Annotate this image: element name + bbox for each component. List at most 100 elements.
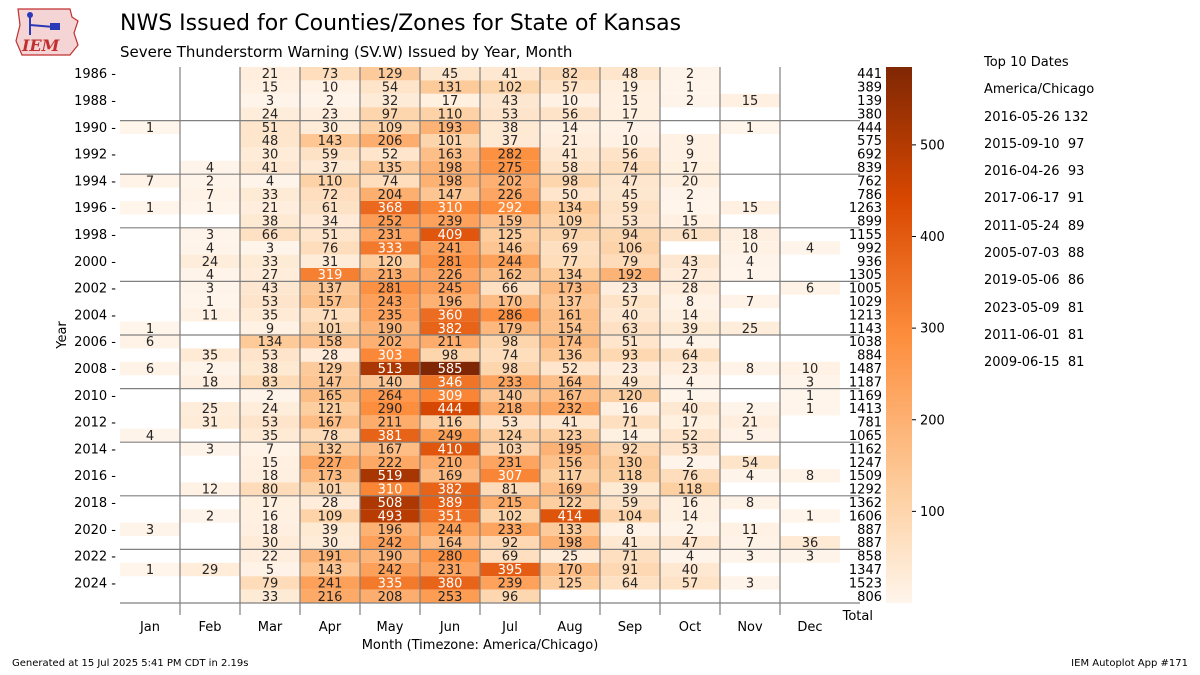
cell-value-label: 202 xyxy=(498,174,523,189)
cell-value-label: 97 xyxy=(382,107,399,122)
heatmap-cell xyxy=(120,335,180,349)
cell-value-label: 1 xyxy=(146,322,154,337)
cell-value-label: 92 xyxy=(622,442,639,457)
cell-value-label: 23 xyxy=(622,282,639,297)
heatmap-cell xyxy=(360,536,420,550)
cell-value-label: 4 xyxy=(686,550,694,565)
cell-value-label: 103 xyxy=(498,442,523,457)
heatmap-cell xyxy=(480,241,540,255)
row-total-label: 1523 xyxy=(849,576,882,591)
heatmap-cell xyxy=(660,201,720,215)
heatmap-cell xyxy=(540,442,600,456)
heatmap-cell xyxy=(180,160,240,175)
heatmap-cell xyxy=(540,134,600,148)
cell-value-label: 5 xyxy=(746,429,754,444)
cell-value-label: 11 xyxy=(742,523,759,538)
heatmap-cell xyxy=(540,348,600,362)
heatmap-cell xyxy=(660,428,720,443)
heatmap-cell xyxy=(600,402,660,416)
heatmap-cell xyxy=(360,388,420,402)
cell-value-label: 47 xyxy=(622,174,639,189)
row-total-label: 1143 xyxy=(849,322,882,337)
heatmap-cell xyxy=(480,214,540,228)
cell-value-label: 69 xyxy=(502,550,519,565)
cell-value-label: 2 xyxy=(206,362,214,377)
heatmap-cell xyxy=(720,227,780,242)
heatmap-cell xyxy=(780,549,840,563)
cell-value-label: 19 xyxy=(622,81,639,96)
cell-value-label: 106 xyxy=(618,241,643,256)
cell-value-label: 1 xyxy=(146,563,154,578)
cell-value-label: 281 xyxy=(438,255,463,270)
cell-value-label: 2 xyxy=(266,389,274,404)
cell-value-label: 102 xyxy=(498,509,523,524)
cell-value-label: 173 xyxy=(558,282,583,297)
cell-value-label: 51 xyxy=(262,121,279,136)
heatmap-cell xyxy=(660,469,720,483)
heatmap-cell xyxy=(360,428,420,443)
heatmap-cell xyxy=(240,455,300,469)
heatmap-cell xyxy=(660,134,720,148)
heatmap-cell xyxy=(240,495,300,510)
y-tick-label: 2014 - xyxy=(74,442,116,457)
cell-value-label: 110 xyxy=(318,174,343,189)
y-tick-label: 1986 - xyxy=(74,67,116,82)
cell-value-label: 368 xyxy=(378,201,403,216)
cell-value-label: 21 xyxy=(562,134,579,149)
cell-value-label: 235 xyxy=(378,308,403,323)
heatmap-cell xyxy=(600,214,660,228)
heatmap-cell xyxy=(660,80,720,94)
cell-value-label: 37 xyxy=(502,134,519,149)
cell-value-label: 57 xyxy=(682,576,699,591)
heatmap-cell xyxy=(360,495,420,510)
heatmap-cell xyxy=(300,321,360,335)
y-tick-label: 1992 - xyxy=(74,148,116,163)
cell-value-label: 53 xyxy=(682,442,699,457)
colorbar-tick-label: 200 xyxy=(920,413,945,428)
cell-value-label: 36 xyxy=(802,536,819,551)
heatmap-cell xyxy=(180,361,240,376)
cell-value-label: 164 xyxy=(558,375,583,390)
heatmap-cell xyxy=(480,348,540,362)
cell-value-label: 31 xyxy=(322,255,339,270)
heatmap-cell xyxy=(660,522,720,536)
heatmap-cell xyxy=(180,482,240,496)
cell-value-label: 83 xyxy=(262,375,279,390)
generated-timestamp: Generated at 15 Jul 2025 5:41 PM CDT in … xyxy=(12,658,249,669)
cell-value-label: 79 xyxy=(262,576,279,591)
cell-value-label: 93 xyxy=(622,349,639,364)
cell-value-label: 102 xyxy=(498,81,523,96)
heatmap-cell xyxy=(420,227,480,242)
cell-value-label: 69 xyxy=(562,241,579,256)
cell-value-label: 82 xyxy=(562,67,579,82)
cell-value-label: 136 xyxy=(558,349,583,364)
heatmap-cell xyxy=(600,67,660,81)
heatmap-cell xyxy=(600,335,660,349)
heatmap-cell xyxy=(360,254,420,268)
heatmap-cell xyxy=(540,120,600,134)
heatmap-cell xyxy=(300,509,360,523)
heatmap-cell xyxy=(660,442,720,456)
cell-value-label: 31 xyxy=(202,416,219,431)
cell-value-label: 191 xyxy=(318,550,343,565)
heatmap-cell xyxy=(180,227,240,242)
cell-value-label: 3 xyxy=(206,442,214,457)
heatmap-cell xyxy=(360,509,420,523)
heatmap-cell xyxy=(420,522,480,536)
heatmap-cell xyxy=(240,93,300,108)
cell-value-label: 20 xyxy=(682,174,699,189)
heatmap-cell xyxy=(240,268,300,282)
heatmap-cell xyxy=(540,415,600,429)
heatmap-cell xyxy=(360,268,420,282)
grid-lines xyxy=(120,67,860,615)
heatmap-cell xyxy=(480,509,540,523)
top-date-item: 2011-05-24 89 xyxy=(984,218,1085,234)
heatmap-cell xyxy=(480,455,540,469)
heatmap-cell xyxy=(300,67,360,81)
row-total-label: 992 xyxy=(857,241,882,256)
cell-value-label: 74 xyxy=(502,349,519,364)
chart-subtitle: Severe Thunderstorm Warning (SV.W) Issue… xyxy=(120,43,573,61)
heatmap-cell xyxy=(600,388,660,402)
cell-value-label: 162 xyxy=(498,268,523,283)
heatmap-cell xyxy=(180,308,240,322)
